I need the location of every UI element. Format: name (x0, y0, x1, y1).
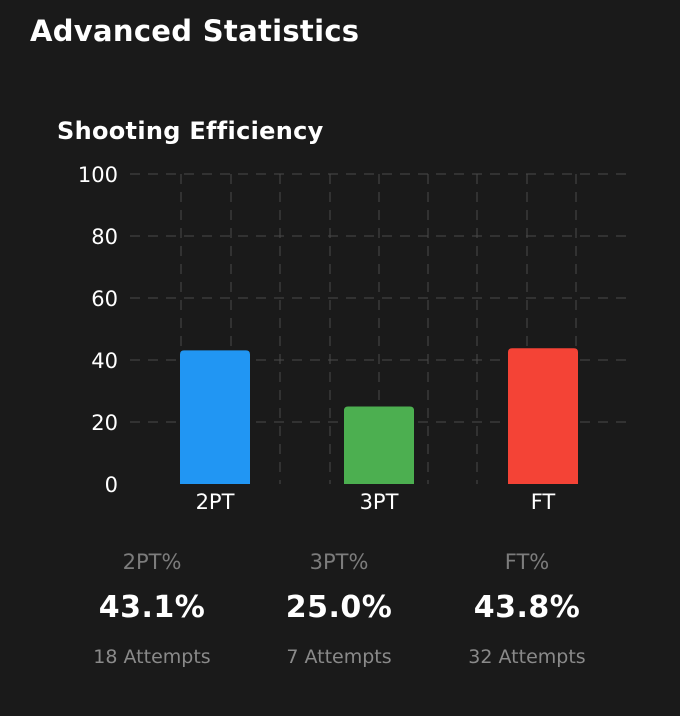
x-tick-label: 2PT (196, 490, 235, 514)
stat-value: 25.0% (285, 590, 393, 625)
y-tick-label: 20 (91, 411, 118, 435)
x-tick-label: 3PT (360, 490, 399, 514)
y-axis-ticks: 0 20 40 60 80 100 (78, 163, 118, 497)
stat-label: FT% (504, 550, 550, 574)
x-axis-ticks: 2PT 3PT FT (196, 490, 556, 514)
stat-value: 43.8% (473, 590, 581, 625)
stat-attempts: 7 Attempts (286, 646, 392, 668)
chart-bars (180, 348, 578, 484)
chart-title: Shooting Efficiency (57, 117, 324, 145)
shooting-efficiency-chart: 0 20 40 60 80 100 2PT 3PT FT (78, 163, 626, 514)
stat-label: 3PT% (309, 550, 369, 574)
stat-attempts: 32 Attempts (468, 646, 586, 668)
stats-row: 2PT% 43.1% 18 Attempts 3PT% 25.0% 7 Atte… (0, 550, 680, 680)
y-tick-label: 80 (91, 225, 118, 249)
stat-label: 2PT% (122, 550, 182, 574)
page-title: Advanced Statistics (30, 14, 360, 48)
y-tick-label: 60 (91, 287, 118, 311)
bar-2pt (180, 350, 250, 484)
y-tick-label: 40 (91, 349, 118, 373)
bar-3pt (344, 406, 414, 484)
stat-value: 43.1% (98, 590, 206, 625)
y-tick-label: 0 (105, 473, 118, 497)
x-tick-label: FT (531, 490, 556, 514)
bar-ft (508, 348, 578, 484)
stat-attempts: 18 Attempts (93, 646, 211, 668)
y-tick-label: 100 (78, 163, 118, 187)
shooting-efficiency-card: Shooting Efficiency 0 20 40 60 80 100 2PT 3PT F… (0, 92, 680, 692)
